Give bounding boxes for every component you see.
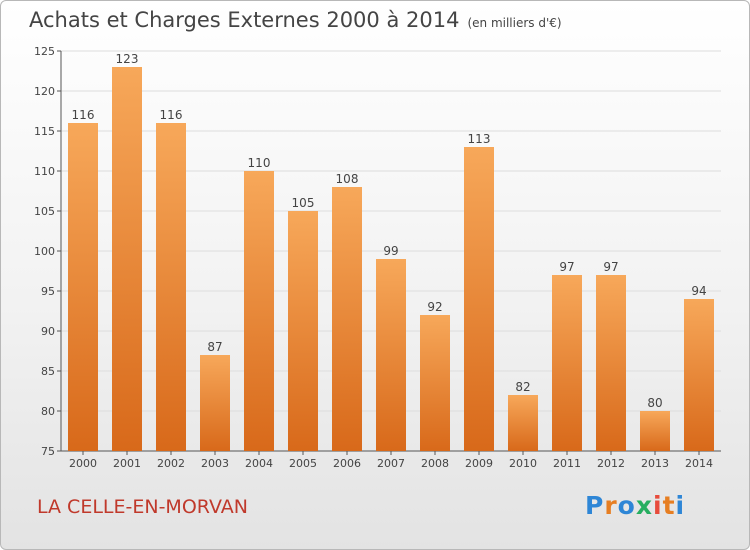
- commune-name: LA CELLE-EN-MORVAN: [37, 496, 248, 518]
- logo-letter: r: [604, 491, 618, 520]
- data-label: 92: [427, 300, 442, 314]
- y-tick-label: 90: [41, 325, 55, 338]
- unit-label: (en milliers d'€): [467, 16, 562, 30]
- x-tick-label: 2002: [157, 457, 185, 470]
- bar: [684, 299, 714, 451]
- bar: [464, 147, 494, 451]
- x-tick-label: 2000: [69, 457, 97, 470]
- bar: [508, 395, 538, 451]
- bar: [640, 411, 670, 451]
- x-tick-label: 2012: [597, 457, 625, 470]
- x-tick-label: 2014: [685, 457, 713, 470]
- x-tick-label: 2005: [289, 457, 317, 470]
- data-label: 116: [72, 108, 95, 122]
- y-tick-label: 85: [41, 365, 55, 378]
- x-tick-label: 2007: [377, 457, 405, 470]
- logo-letter: i: [653, 491, 663, 520]
- data-label: 87: [207, 340, 222, 354]
- data-label: 82: [515, 380, 530, 394]
- data-label: 105: [292, 196, 315, 210]
- logo-letter: t: [662, 491, 676, 520]
- x-tick-label: 2013: [641, 457, 669, 470]
- y-axis-ticks: 75 80 85 90 95 100 105 110 115 120 125: [34, 45, 61, 458]
- x-tick-label: 2009: [465, 457, 493, 470]
- bar: [200, 355, 230, 451]
- y-tick-label: 75: [41, 445, 55, 458]
- x-tick-label: 2011: [553, 457, 581, 470]
- bar: [68, 123, 98, 451]
- bar: [244, 171, 274, 451]
- y-tick-label: 100: [34, 245, 55, 258]
- data-label: 99: [383, 244, 398, 258]
- data-label: 110: [248, 156, 271, 170]
- bar: [420, 315, 450, 451]
- logo-letter: o: [617, 491, 636, 520]
- title-text: Achats et Charges Externes 2000 à 2014: [29, 8, 460, 32]
- x-tick-label: 2006: [333, 457, 361, 470]
- bar: [376, 259, 406, 451]
- x-tick-label: 2001: [113, 457, 141, 470]
- logo-letter: i: [675, 491, 686, 520]
- data-labels: 116 123 116 87 110 105 108 99 92 113 82 97 97 80 94: [72, 52, 707, 410]
- bar: [112, 67, 142, 451]
- bar: [596, 275, 626, 451]
- x-axis-ticks: 2000 2001 2002 2003 2004 2005 2006 2007 2008 2009…: [69, 451, 713, 470]
- logo-letter: P: [585, 491, 605, 520]
- bar: [156, 123, 186, 451]
- data-label: 116: [160, 108, 183, 122]
- bar: [332, 187, 362, 451]
- data-label: 113: [468, 132, 491, 146]
- y-tick-label: 110: [34, 165, 55, 178]
- chart-title: Achats et Charges Externes 2000 à 2014 (e…: [29, 8, 562, 32]
- y-tick-label: 120: [34, 85, 55, 98]
- data-label: 123: [116, 52, 139, 66]
- y-tick-label: 105: [34, 205, 55, 218]
- y-tick-label: 95: [41, 285, 55, 298]
- data-label: 97: [559, 260, 574, 274]
- y-tick-label: 125: [34, 45, 55, 58]
- x-tick-label: 2008: [421, 457, 449, 470]
- bar: [288, 211, 318, 451]
- data-label: 108: [336, 172, 359, 186]
- bar: [552, 275, 582, 451]
- data-label: 80: [647, 396, 662, 410]
- x-tick-label: 2003: [201, 457, 229, 470]
- bars: [68, 67, 714, 451]
- y-tick-label: 115: [34, 125, 55, 138]
- x-tick-label: 2010: [509, 457, 537, 470]
- data-label: 97: [603, 260, 618, 274]
- logo-letter: x: [635, 491, 653, 520]
- y-tick-label: 80: [41, 405, 55, 418]
- x-tick-label: 2004: [245, 457, 273, 470]
- data-label: 94: [691, 284, 706, 298]
- proxiti-logo: Proxiti: [585, 491, 685, 520]
